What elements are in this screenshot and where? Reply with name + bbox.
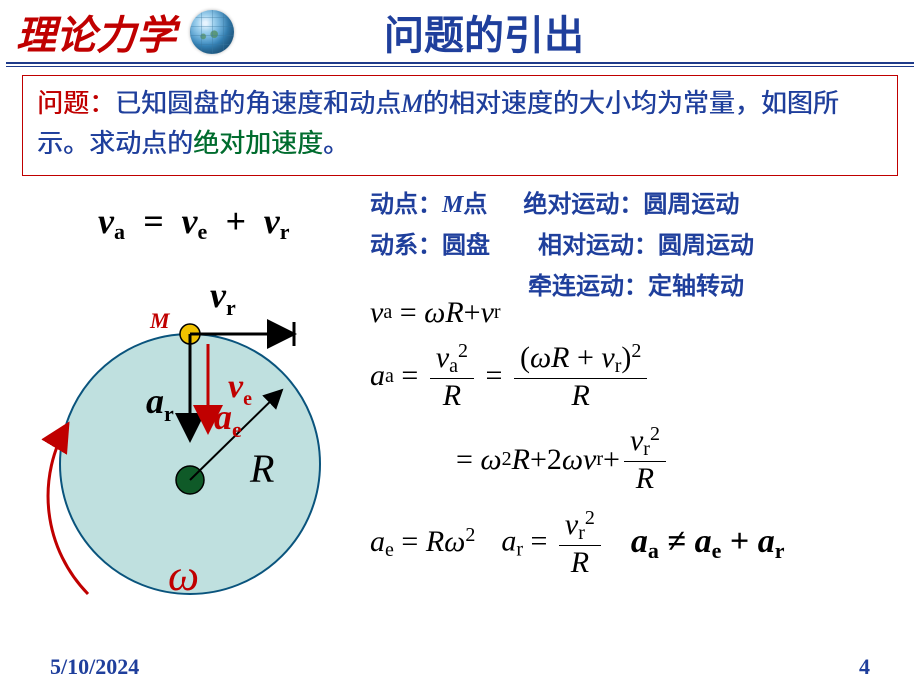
formula-expand: = ω2R + 2ωvr + vr2R bbox=[456, 423, 785, 497]
globe-icon bbox=[190, 10, 234, 54]
problem-absacc: 绝对加速度 bbox=[193, 129, 323, 158]
formula-ae: ae = Rω2 bbox=[370, 524, 475, 562]
problem-text: 已知圆盘的角速度和动点 bbox=[115, 89, 401, 118]
formula-va: va = ωR + vr bbox=[370, 296, 785, 330]
problem-end: 。 bbox=[323, 129, 349, 158]
formula-neq: aa ≠ ae + ar bbox=[631, 523, 785, 564]
svg-text:ω: ω bbox=[168, 551, 199, 600]
notes-block: 动点：M点 绝对运动：圆周运动 动系：圆盘 相对运动：圆周运动 牵连运动：定轴转… bbox=[370, 184, 754, 307]
label-ae: ae bbox=[214, 396, 242, 443]
formula-block: va = ωR + vr aa = va2R = (ωR + vr)2 R = … bbox=[370, 296, 785, 581]
label-vr: vr bbox=[210, 274, 236, 321]
disk-diagram: R ω M vr ve ae ar bbox=[38, 284, 338, 604]
divider bbox=[6, 62, 914, 64]
formula-aa: aa = va2R = (ωR + vr)2 R bbox=[370, 340, 785, 414]
problem-label: 问题： bbox=[37, 89, 115, 118]
course-title: 理论力学 bbox=[16, 3, 176, 61]
svg-text:M: M bbox=[149, 308, 171, 333]
formula-ar: ar = vr2R bbox=[501, 507, 605, 581]
page-title: 问题的引出 bbox=[384, 3, 584, 61]
footer-date: 5/10/2024 bbox=[50, 654, 139, 680]
svg-text:R: R bbox=[249, 446, 274, 491]
divider bbox=[6, 66, 914, 67]
velocity-equation: va = ve + vr bbox=[98, 200, 290, 245]
problem-M: M bbox=[401, 89, 423, 118]
label-ar: ar bbox=[146, 380, 174, 427]
footer-page: 4 bbox=[859, 654, 870, 680]
problem-box: 问题：已知圆盘的角速度和动点M的相对速度的大小均为常量，如图所示。求动点的绝对加… bbox=[22, 75, 898, 176]
